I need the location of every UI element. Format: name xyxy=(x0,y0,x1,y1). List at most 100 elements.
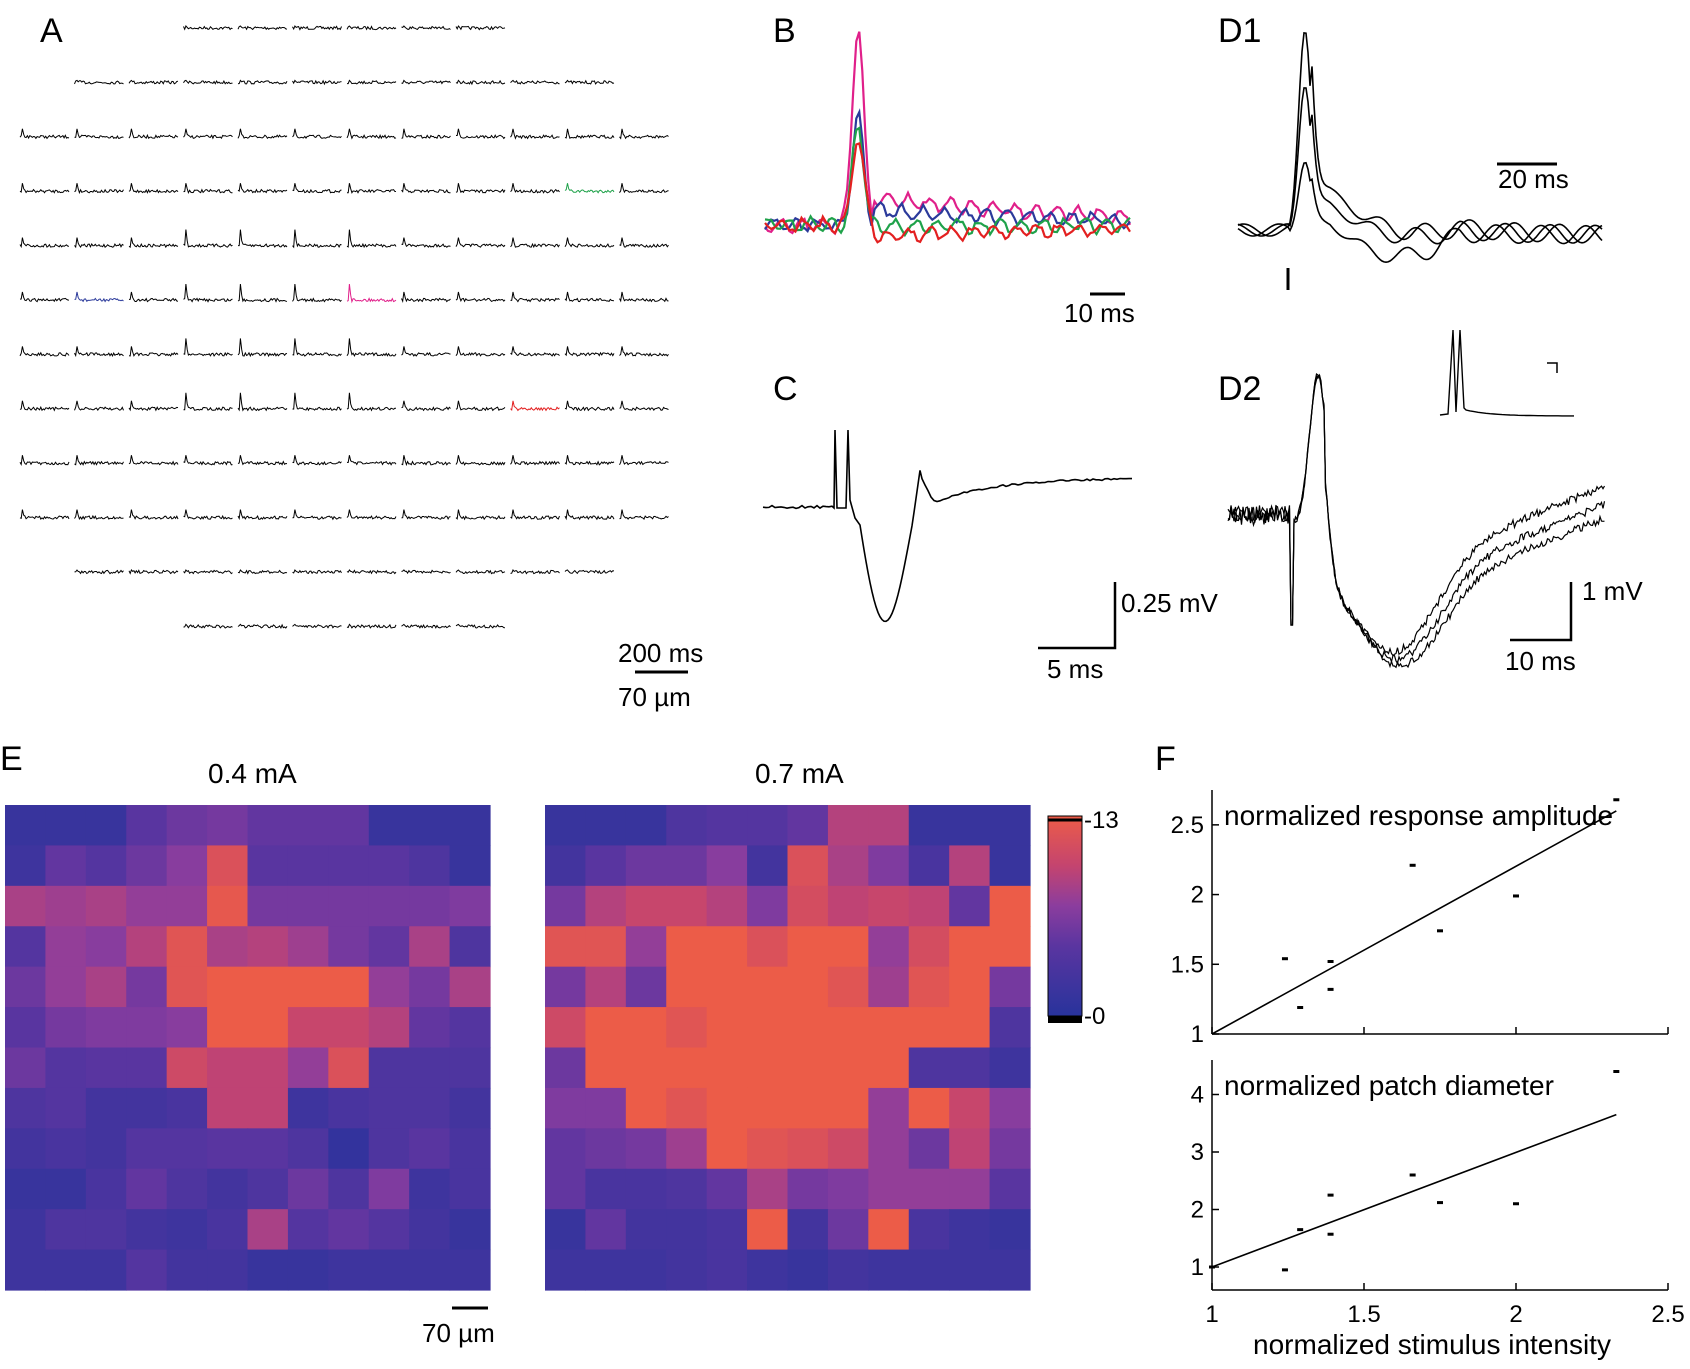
heatmap-cell xyxy=(989,1087,1031,1129)
panel-b-traces xyxy=(764,31,1132,244)
grid-trace xyxy=(401,455,451,467)
heatmap-cell xyxy=(545,966,587,1008)
heatmap-cell xyxy=(207,1249,249,1291)
panel-c-voltage-scale-label: 0.25 mV xyxy=(1121,588,1218,618)
heatmap-cell xyxy=(247,1209,289,1251)
heatmap-cell xyxy=(747,926,789,968)
colorbar-floor xyxy=(1048,1016,1082,1023)
grid-trace xyxy=(183,283,233,303)
heatmap-cell xyxy=(827,1128,869,1170)
data-point xyxy=(1297,1228,1304,1232)
heatmap-cell xyxy=(45,1128,87,1170)
grid-trace xyxy=(128,455,179,466)
grid-trace xyxy=(292,455,342,466)
heatmap-cell xyxy=(625,1087,667,1129)
data-point xyxy=(1281,1268,1288,1272)
heatmap-cell xyxy=(207,926,249,968)
heatmap-cell xyxy=(409,805,451,847)
scatter-response-amplitude: 1 1.5 2 2.5 normalized response amplitude xyxy=(1171,790,1669,1048)
panel-d2-inset-trace xyxy=(1439,329,1574,417)
grid-trace xyxy=(346,25,397,31)
panel-b-label: B xyxy=(773,12,796,50)
heatmap-cell xyxy=(368,1249,410,1291)
heatmap-cell xyxy=(827,1168,869,1210)
heatmap-cell xyxy=(545,885,587,927)
grid-trace xyxy=(238,229,288,248)
grid-trace xyxy=(128,509,179,520)
grid-trace xyxy=(455,291,506,303)
grid-trace xyxy=(237,283,288,303)
heatmap-cell xyxy=(126,1249,168,1291)
fit-line xyxy=(1211,810,1617,1035)
grid-trace xyxy=(510,128,560,140)
heatmap-cell xyxy=(666,1087,708,1129)
grid-trace xyxy=(128,400,179,412)
heatmap-cell xyxy=(247,1007,289,1049)
heatmap-cell xyxy=(908,926,950,968)
panel-b-trace-green xyxy=(764,126,1131,238)
grid-trace xyxy=(619,346,669,357)
heatmap-cell xyxy=(787,1128,829,1170)
heatmap-cell xyxy=(409,1087,451,1129)
heatmap-cell xyxy=(908,805,950,847)
heatmap-cell xyxy=(409,845,451,887)
heatmap-cell xyxy=(449,1209,491,1251)
heatmap-cell xyxy=(449,885,491,927)
heatmap-cell xyxy=(666,966,708,1008)
grid-trace xyxy=(510,569,560,575)
heatmap-cell xyxy=(949,845,991,887)
heatmap-cell xyxy=(868,966,910,1008)
heatmap-cell xyxy=(706,926,748,968)
heatmap-cell xyxy=(666,1168,708,1210)
heatmap-cell xyxy=(949,966,991,1008)
grid-trace xyxy=(346,392,396,412)
heatmap-cell xyxy=(908,1209,950,1251)
heatmap-cell xyxy=(949,1249,991,1291)
heatmap-cell xyxy=(908,1249,950,1291)
heatmap-cell xyxy=(328,1249,370,1291)
heatmap-cell xyxy=(449,966,491,1008)
heatmap-cell xyxy=(166,1087,208,1129)
grid-trace xyxy=(510,509,560,521)
grid-trace xyxy=(401,291,451,304)
heatmap-cell xyxy=(666,845,708,887)
data-point xyxy=(1327,987,1334,991)
heatmap-cell xyxy=(747,1128,789,1170)
heatmap-cell xyxy=(126,1128,168,1170)
heatmap-cell xyxy=(409,1047,451,1089)
heatmap-cell xyxy=(85,1168,127,1210)
heatmap-cell xyxy=(747,885,789,927)
heatmap-cell xyxy=(328,966,370,1008)
panel-f-label: F xyxy=(1155,740,1176,778)
grid-trace xyxy=(19,237,70,249)
panel-c-trace xyxy=(762,429,1132,623)
heatmap-cell xyxy=(787,1249,829,1291)
heatmap-cell xyxy=(908,1007,950,1049)
panel-a-space-scale-label: 70 µm xyxy=(618,682,691,712)
heatmap-cell xyxy=(585,966,627,1008)
colorbar xyxy=(1047,815,1083,1017)
heatmap-cell xyxy=(45,1007,87,1049)
heatmap-cell xyxy=(868,1168,910,1210)
heatmap-cell xyxy=(85,1087,127,1129)
heatmap-cell xyxy=(166,1007,208,1049)
y-tick-label: 3 xyxy=(1191,1139,1204,1166)
heatmap-cell xyxy=(328,1168,370,1210)
heatmap-cell xyxy=(449,1168,491,1210)
grid-trace xyxy=(19,509,70,520)
grid-trace xyxy=(455,509,506,521)
heatmap-cell xyxy=(585,926,627,968)
heatmap-cell xyxy=(706,845,748,887)
heatmap-cell xyxy=(5,1168,47,1210)
grid-trace xyxy=(401,79,451,85)
grid-trace xyxy=(455,400,506,412)
panel-b-trace-magenta xyxy=(764,31,1132,236)
grid-trace xyxy=(346,283,397,304)
grid-trace xyxy=(401,346,451,357)
grid-trace xyxy=(19,346,70,357)
heatmap-cell xyxy=(827,805,869,847)
heatmap-cell xyxy=(45,1168,87,1210)
heatmap-cell xyxy=(747,1087,789,1129)
heatmap-cell xyxy=(545,845,587,887)
heatmap-cell xyxy=(868,805,910,847)
